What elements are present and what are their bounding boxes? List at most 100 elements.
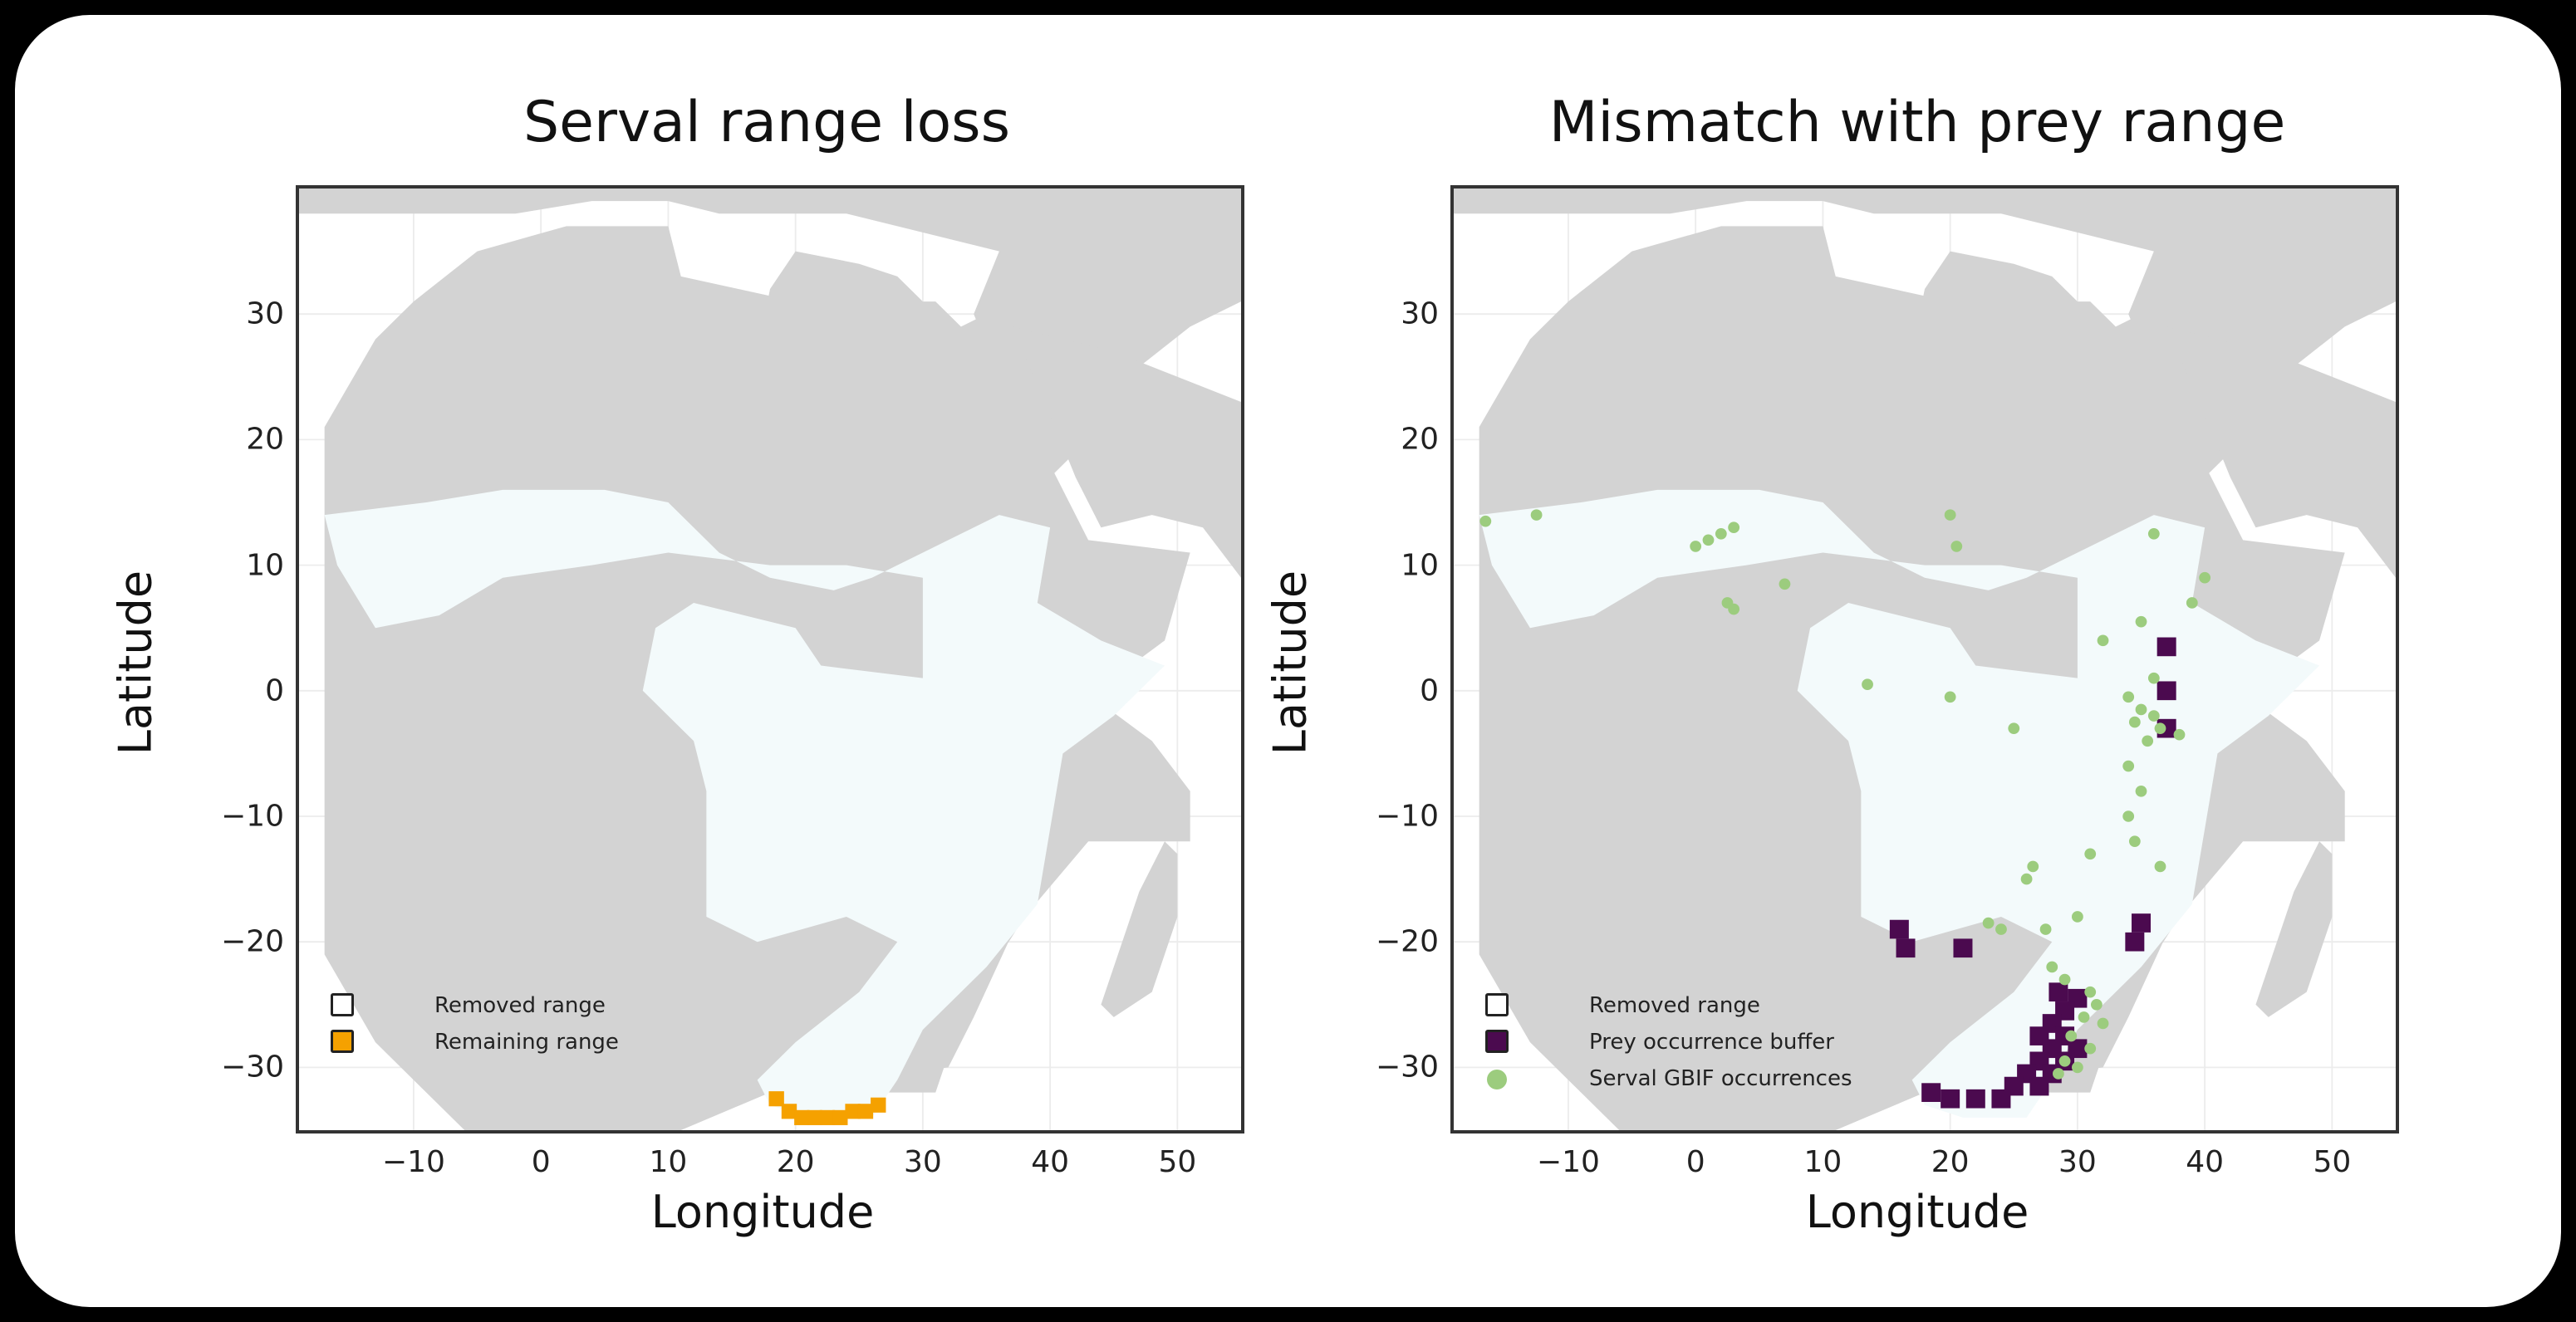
prey-buffer-cell — [2156, 681, 2176, 701]
prey-buffer-cell — [2029, 1076, 2049, 1096]
x-tick-label: 40 — [1031, 1145, 1070, 1179]
panel-2-title: Mismatch with prey range — [1548, 90, 2286, 155]
y-tick-label: 30 — [1401, 296, 1439, 331]
prey-buffer-cell — [1921, 1083, 1941, 1102]
x-tick-label: 0 — [1685, 1145, 1705, 1179]
panel-1-cells — [768, 1091, 886, 1125]
legend-prey-label: Prey occurrence buffer — [1589, 1030, 1834, 1055]
y-tick-label: 0 — [1420, 673, 1439, 708]
gbif-occurrence-point — [2058, 973, 2071, 986]
gbif-occurrence-point — [1950, 541, 1963, 552]
gbif-occurrence-point — [2128, 835, 2141, 848]
gbif-occurrence-point — [2046, 961, 2058, 973]
y-tick-label: −30 — [221, 1050, 284, 1085]
gbif-occurrence-point — [2147, 672, 2160, 684]
gbif-occurrence-point — [2173, 728, 2186, 741]
remaining-range-cell — [781, 1104, 797, 1119]
prey-buffer-cell — [1953, 938, 1973, 958]
remaining-range-cell — [794, 1109, 810, 1125]
panel-2-removed-range — [1479, 489, 2320, 1118]
gbif-occurrence-point — [2058, 1055, 2071, 1067]
y-tick-label: −20 — [1376, 924, 1439, 959]
gbif-occurrence-point — [2039, 923, 2052, 935]
gbif-occurrence-point — [2122, 760, 2135, 772]
y-tick-label: −20 — [221, 924, 284, 959]
gbif-occurrence-point — [1995, 923, 2007, 935]
x-tick-label: 40 — [2186, 1145, 2225, 1179]
panel-2-map — [1450, 185, 2399, 1133]
y-tick-label: −10 — [1376, 799, 1439, 834]
panel-1-xlabel: Longitude — [650, 1186, 875, 1238]
gbif-occurrence-point — [2154, 722, 2166, 734]
prey-buffer-cell — [1896, 938, 1916, 958]
prey-buffer-cell — [1941, 1089, 1960, 1109]
eurasia-land — [299, 189, 1241, 477]
remaining-range-cell — [807, 1109, 822, 1125]
gbif-occurrence-point — [1779, 578, 1791, 590]
y-tick-label: −30 — [1376, 1050, 1439, 1085]
panel-1-title: Serval range loss — [523, 90, 1011, 155]
gbif-occurrence-point — [1530, 509, 1543, 521]
gbif-occurrence-point — [2084, 986, 2097, 998]
remaining-range-cell — [845, 1104, 861, 1119]
y-tick-label: 20 — [246, 422, 284, 457]
panel-1-ylabel: Latitude — [109, 570, 162, 756]
madagascar-land — [2255, 841, 2333, 1017]
gbif-occurrence-point — [2065, 1030, 2078, 1042]
gbif-occurrence-point — [2135, 703, 2147, 716]
gbif-occurrence-point — [2142, 735, 2154, 747]
remaining-range-cell — [768, 1091, 784, 1107]
gbif-occurrence-point — [2199, 571, 2211, 584]
legend-remaining-swatch — [331, 1030, 354, 1053]
remaining-range-cell — [857, 1104, 874, 1119]
x-tick-label: 50 — [2313, 1145, 2352, 1179]
gbif-occurrence-point — [2090, 998, 2103, 1011]
x-tick-label: 20 — [776, 1145, 815, 1179]
x-tick-label: 50 — [1158, 1145, 1197, 1179]
gbif-occurrence-point — [1728, 603, 1740, 615]
gbif-occurrence-point — [1702, 534, 1715, 546]
gbif-occurrence-point — [2071, 911, 2083, 923]
legend-removed-label: Removed range — [434, 993, 606, 1018]
gbif-occurrence-point — [1862, 678, 1873, 691]
legend-removed-label-2: Removed range — [1589, 993, 1760, 1018]
prey-buffer-cell — [1991, 1089, 2011, 1109]
gbif-occurrence-point — [2128, 716, 2141, 728]
remaining-range-cell — [832, 1109, 848, 1125]
prey-buffer-cell — [2132, 913, 2152, 933]
prey-buffer-cell — [2125, 932, 2145, 952]
panel-2-map-svg — [1454, 189, 2396, 1130]
y-tick-label: −10 — [221, 799, 284, 834]
gbif-occurrence-point — [2071, 1061, 2083, 1074]
arabia-land — [2166, 326, 2396, 578]
prey-buffer-cell — [1965, 1089, 1985, 1109]
panel-2-gbif-points — [1479, 509, 2211, 1080]
removed-range-area — [324, 489, 1165, 1118]
gbif-occurrence-point — [2027, 860, 2039, 873]
gbif-occurrence-point — [2186, 597, 2198, 609]
x-tick-label: 0 — [531, 1145, 551, 1179]
y-tick-label: 0 — [265, 673, 284, 708]
gbif-occurrence-point — [2078, 1011, 2090, 1023]
legend-prey-swatch — [1485, 1030, 1509, 1053]
gbif-occurrence-point — [2135, 785, 2147, 797]
gbif-occurrence-point — [2154, 860, 2166, 873]
remaining-range-cell — [819, 1109, 836, 1125]
legend-removed-swatch — [331, 993, 354, 1016]
gbif-occurrence-point — [2147, 710, 2160, 722]
y-tick-label: 20 — [1401, 422, 1439, 457]
panel-1-map-svg — [299, 189, 1241, 1130]
gbif-occurrence-point — [2008, 722, 2020, 734]
x-tick-label: 30 — [2058, 1145, 2097, 1179]
arabia-land — [1012, 326, 1241, 578]
gbif-occurrence-point — [2147, 527, 2160, 540]
gbif-occurrence-point — [2097, 1017, 2109, 1030]
gbif-occurrence-point — [1728, 521, 1740, 534]
prey-buffer-cell — [1889, 919, 1909, 939]
legend-gbif-label: Serval GBIF occurrences — [1589, 1066, 1852, 1091]
eurasia-land — [1454, 189, 2396, 477]
gbif-occurrence-point — [2122, 691, 2135, 703]
prey-buffer-cell — [2049, 982, 2068, 1002]
gbif-occurrence-point — [2122, 810, 2135, 822]
gbif-occurrence-point — [2084, 848, 2097, 860]
